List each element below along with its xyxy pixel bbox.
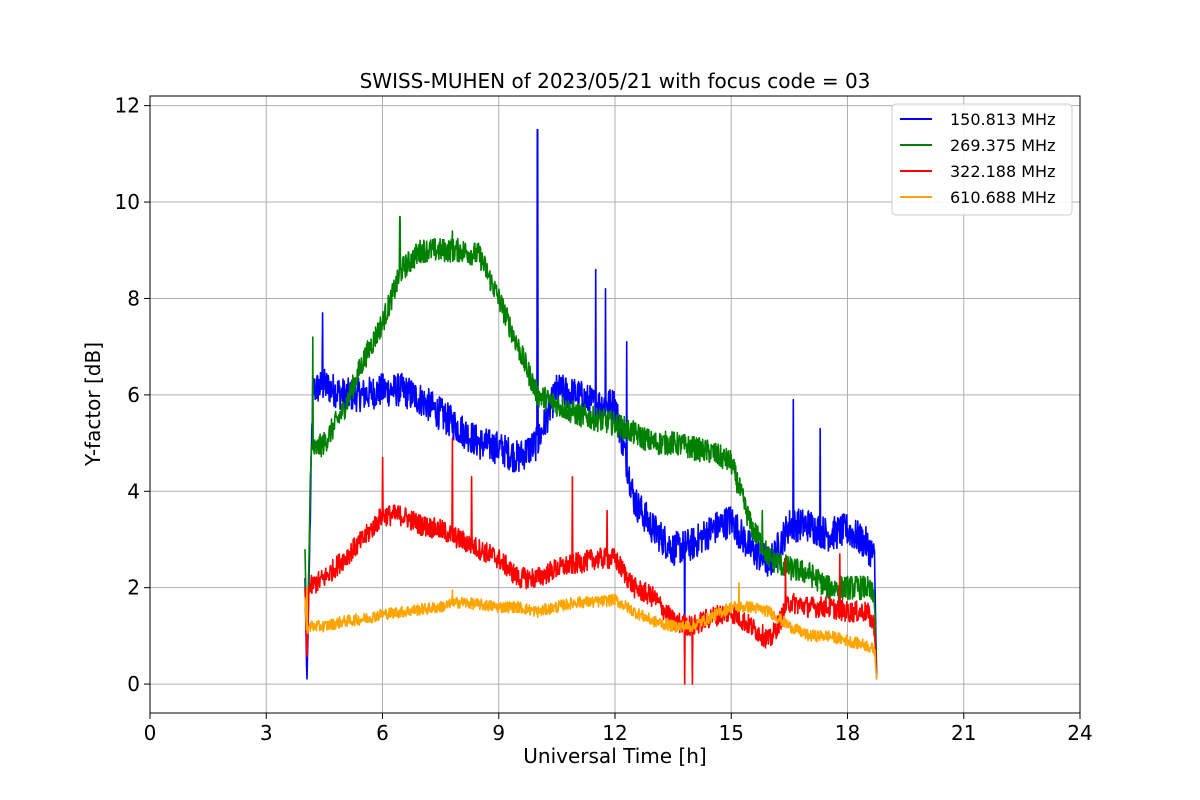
x-tick-label: 21: [951, 721, 976, 745]
series-line-1: [304, 215, 878, 675]
y-tick-label: 0: [127, 672, 140, 696]
y-axis-label: Y-factor [dB]: [81, 342, 105, 467]
y-tick-label: 12: [115, 94, 140, 118]
y-axis-ticks: 0 2 4 6 8 10 12: [115, 94, 150, 696]
legend-label-1: 269.375 MHz: [950, 136, 1055, 155]
y-tick-label: 2: [127, 576, 140, 600]
x-tick-label: 24: [1067, 721, 1092, 745]
y-tick-label: 10: [115, 190, 140, 214]
x-axis-label: Universal Time [h]: [523, 744, 706, 768]
legend-label-3: 610.688 MHz: [950, 188, 1055, 207]
series-line-0: [304, 128, 878, 680]
y-tick-label: 8: [127, 286, 140, 310]
x-tick-label: 12: [602, 721, 627, 745]
y-tick-label: 6: [127, 383, 140, 407]
x-tick-label: 0: [144, 721, 157, 745]
chart-title: SWISS-MUHEN of 2023/05/21 with focus cod…: [360, 69, 871, 93]
legend-box: [891, 103, 1073, 216]
series-line-3: [304, 582, 878, 680]
y-tick-label: 4: [127, 479, 140, 503]
x-axis-ticks: 0 3 6 9 12 15 18 21 24: [144, 713, 1093, 745]
legend-label-0: 150.813 MHz: [950, 110, 1055, 129]
x-tick-label: 6: [376, 721, 389, 745]
legend-label-2: 322.188 MHz: [950, 162, 1055, 181]
x-tick-label: 18: [835, 721, 860, 745]
x-tick-label: 15: [719, 721, 744, 745]
legend: 150.813 MHz 269.375 MHz 322.188 MHz 610.688…: [891, 103, 1073, 216]
series-layer: [304, 128, 878, 685]
x-tick-label: 9: [492, 721, 505, 745]
x-tick-label: 3: [260, 721, 273, 745]
